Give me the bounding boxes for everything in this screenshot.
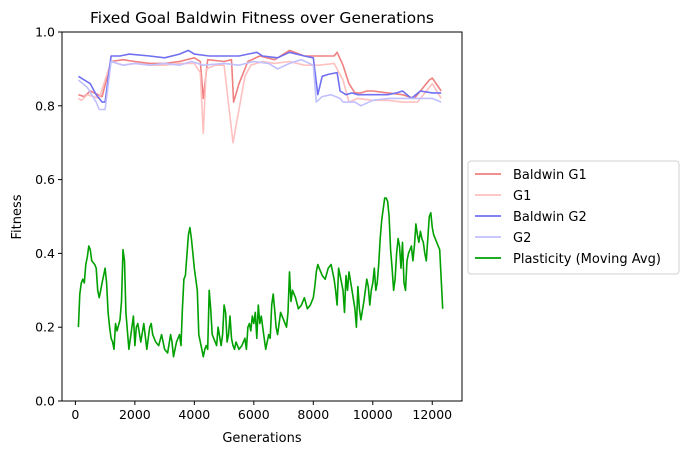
legend-entry: Baldwin G1 xyxy=(475,168,587,183)
legend-entry: G2 xyxy=(475,231,531,246)
series-line-3 xyxy=(77,58,442,111)
x-tick-label: 6000 xyxy=(238,407,270,422)
x-tick-label: 12000 xyxy=(412,407,452,422)
y-tick-label: 0.2 xyxy=(35,320,55,335)
legend-label: G2 xyxy=(513,231,531,246)
x-tick-label: 10000 xyxy=(353,407,393,422)
legend-entry: Baldwin G2 xyxy=(475,210,587,225)
legend-label: Baldwin G1 xyxy=(513,168,587,183)
x-tick-label: 0 xyxy=(71,407,79,422)
x-tick-label: 8000 xyxy=(297,407,329,422)
x-axis-title: Generations xyxy=(222,431,302,446)
chart-title: Fixed Goal Baldwin Fitness over Generati… xyxy=(90,9,434,27)
x-tick-label: 2000 xyxy=(119,407,151,422)
plot-frame xyxy=(61,31,463,402)
series-line-1 xyxy=(77,60,442,144)
legend-entry: Plasticity (Moving Avg) xyxy=(475,252,661,267)
series-lines xyxy=(77,49,444,358)
x-tick-label: 4000 xyxy=(178,407,210,422)
series-line-4 xyxy=(77,197,444,358)
y-tick-label: 0.0 xyxy=(35,394,55,409)
y-tick-label: 0.4 xyxy=(35,246,55,261)
legend-label: Baldwin G2 xyxy=(513,210,587,225)
legend: Baldwin G1 G1 Baldwin G2 G2 Plasticity (Movi… xyxy=(467,160,680,275)
y-tick-label: 0.6 xyxy=(35,172,55,187)
legend-label: Plasticity (Moving Avg) xyxy=(513,252,661,267)
legend-frame xyxy=(467,160,680,275)
legend-entry: G1 xyxy=(475,189,531,204)
legend-label: G1 xyxy=(513,189,531,204)
y-tick-label: 1.0 xyxy=(35,25,55,40)
series-line-0 xyxy=(78,49,442,103)
y-axis-title: Fitness xyxy=(10,194,25,239)
y-tick-label: 0.8 xyxy=(35,98,55,113)
series-line-2 xyxy=(77,49,442,103)
plot-area: 0 2000 4000 6000 8000 10000 12000 0.0 0.2 0.4 0.6 0… xyxy=(35,25,463,422)
